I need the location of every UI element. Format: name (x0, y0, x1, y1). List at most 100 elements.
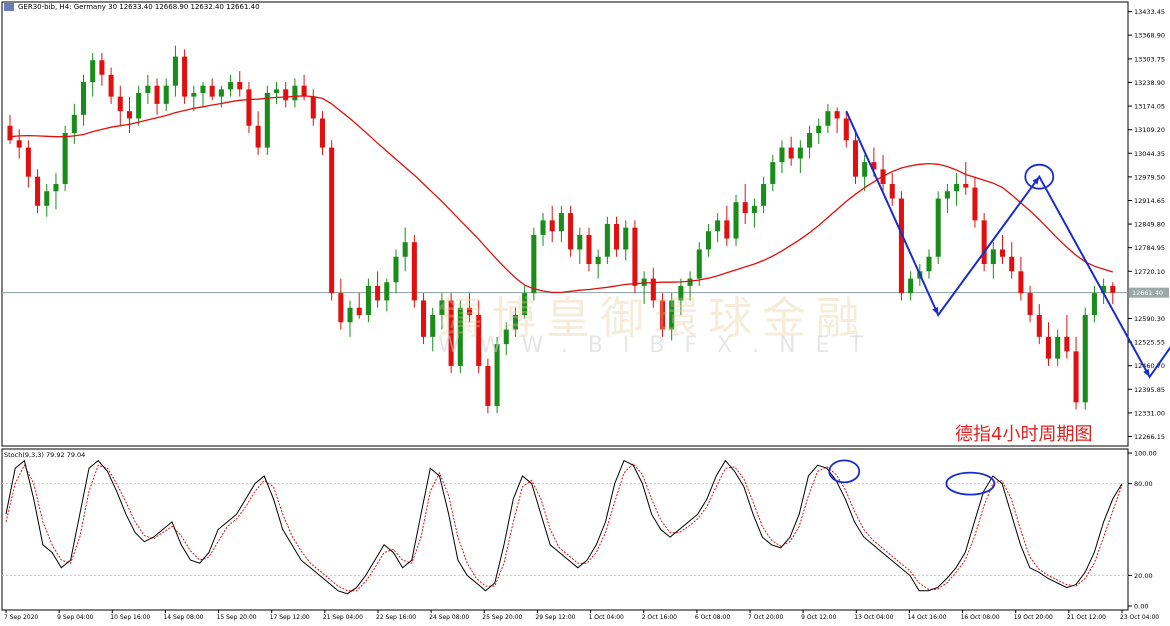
candle-body (273, 89, 280, 93)
candle-body (62, 133, 68, 184)
candle-body (292, 85, 298, 101)
price-tick-label: 13433.45 (1134, 8, 1165, 16)
candle-body (1082, 314, 1088, 403)
candle-body (466, 307, 473, 315)
candle-body (889, 183, 895, 199)
candle-body (650, 278, 656, 301)
candle-body (1101, 285, 1107, 294)
candle-body (797, 147, 803, 159)
stoch-highlight-circle (945, 471, 996, 496)
candle-body (981, 220, 987, 265)
candle-body (1055, 336, 1061, 359)
candle-body (365, 285, 371, 315)
candle-body (338, 293, 344, 323)
candle-body (384, 282, 390, 301)
candle-body (926, 256, 932, 272)
pattern-arrowhead (1143, 368, 1150, 377)
candle-body (108, 74, 114, 97)
chart-title: GER30-bib, H4: Germany 30 12633.40 12668… (18, 3, 260, 11)
candle-body (742, 202, 748, 214)
x-tick-label: 15 Sep 20:00 (217, 614, 257, 621)
candle-body (733, 202, 739, 239)
candle-body (705, 231, 711, 250)
candle-body (1073, 351, 1079, 403)
candle-body (430, 314, 436, 337)
candle-body (788, 147, 794, 159)
candle-body (44, 191, 50, 206)
candle-body (604, 224, 610, 257)
stoch-panel-frame (1, 448, 1129, 611)
candle-body (954, 183, 960, 192)
price-tick-label: 13368.90 (1134, 32, 1165, 40)
candle-body (228, 82, 234, 90)
stoch-indicator-label: Stoch(9,3,3) 79.92 79.04 (4, 451, 86, 459)
candle-body (751, 205, 757, 214)
candle-body (696, 249, 702, 279)
candle-body (117, 96, 123, 112)
candle-body (1045, 336, 1052, 359)
candle-body (1000, 249, 1006, 257)
price-tick-label: 12266.15 (1134, 433, 1165, 441)
x-tick-label: 14 Oct 16:00 (907, 614, 946, 621)
candle-body (246, 89, 252, 126)
x-tick-label: 22 Sep 16:00 (376, 614, 416, 621)
pattern-arrowhead (932, 306, 939, 315)
price-tick-label: 13109.20 (1134, 126, 1165, 134)
candle-body (871, 162, 877, 170)
candle-body (319, 118, 325, 148)
candle-body (632, 227, 638, 286)
x-tick-label: 21 Sep 04:00 (323, 614, 363, 621)
candle-body (990, 249, 996, 265)
candle-body (503, 329, 509, 345)
price-tick-label: 12525.55 (1134, 339, 1165, 347)
candle-body (80, 82, 87, 115)
candle-body (191, 92, 197, 97)
candle-body (641, 278, 647, 286)
price-tick-label: 12914.65 (1134, 197, 1165, 205)
candle-body (310, 96, 316, 119)
x-tick-label: 13 Oct 04:00 (854, 614, 893, 621)
x-tick-label: 10 Sep 16:00 (110, 614, 150, 621)
candle-body (35, 176, 41, 206)
current-price-badge (1129, 287, 1169, 298)
candle-body (1027, 293, 1033, 315)
candle-body (669, 300, 675, 330)
x-tick-label: 17 Sep 12:00 (270, 614, 310, 621)
candle-body (71, 114, 77, 134)
stoch-signal-line (5, 462, 1123, 592)
x-tick-label: 7 Sep 2020 (4, 614, 38, 621)
price-tick-label: 12784.95 (1134, 244, 1165, 252)
price-tick-label: 12395.85 (1134, 386, 1165, 394)
candle-body (935, 198, 941, 257)
candle-body (136, 92, 142, 119)
candle-body (1110, 285, 1116, 293)
moving-average-line (9, 95, 1113, 294)
x-tick-label: 14 Sep 08:00 (163, 614, 203, 621)
stoch-main-line (5, 459, 1123, 595)
candle-body (659, 300, 666, 330)
candle-body (154, 85, 160, 104)
candle-body (761, 183, 767, 206)
x-tick-label: 23 Oct 04:00 (1120, 614, 1159, 621)
candle-body (614, 224, 620, 250)
candle-body (843, 118, 849, 141)
symbol-icon (4, 3, 14, 11)
candle-body (862, 162, 868, 177)
price-tick-label: 13303.75 (1134, 55, 1165, 63)
candle-body (623, 227, 629, 250)
x-tick-label: 24 Sep 08:00 (429, 614, 469, 621)
x-tick-label: 25 Sep 20:00 (482, 614, 522, 621)
candle-body (586, 234, 592, 265)
stoch-highlight-circle (828, 459, 861, 484)
candle-body (393, 256, 399, 283)
x-tick-label: 7 Oct 20:00 (748, 614, 783, 621)
candle-body (182, 56, 188, 97)
x-tick-label: 1 Oct 04:00 (589, 614, 624, 621)
candle-body (678, 285, 684, 301)
price-tick-label: 13238.90 (1134, 79, 1165, 87)
current-price-label: 12661.40 (1132, 289, 1163, 297)
candle-body (1091, 293, 1097, 315)
candle-body (7, 125, 13, 141)
